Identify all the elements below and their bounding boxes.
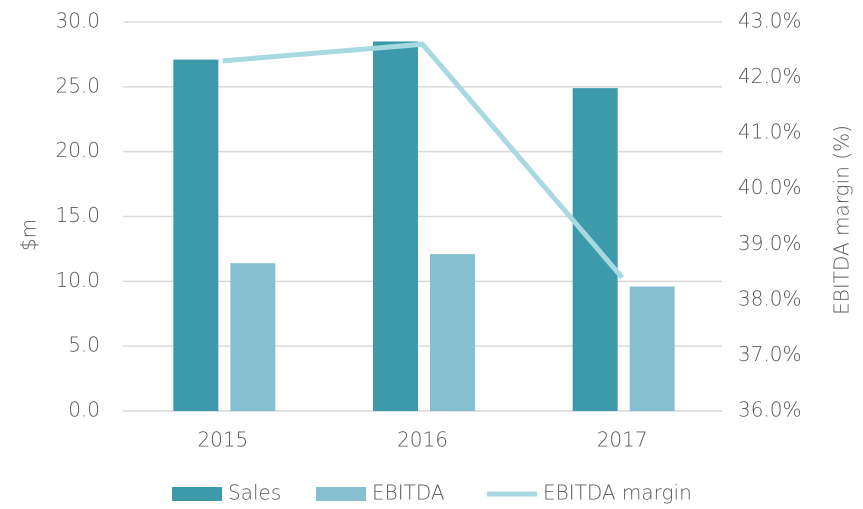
y-tick-label: 15.0 xyxy=(55,203,100,227)
y2-tick-label: 37.0% xyxy=(738,342,802,366)
y-tick-label: 10.0 xyxy=(55,268,100,292)
y2-axis-title: EBITDA margin (%) xyxy=(830,125,854,315)
y-tick-label: 25.0 xyxy=(55,73,100,97)
y2-tick-label: 43.0% xyxy=(738,9,802,33)
y-tick-label: 5.0 xyxy=(68,333,100,357)
x-tick-label: 2015 xyxy=(197,428,248,452)
legend-label: EBITDA margin xyxy=(543,481,692,505)
bar xyxy=(629,286,675,411)
bar xyxy=(173,59,219,411)
y2-tick-label: 40.0% xyxy=(738,175,802,199)
legend-swatch xyxy=(316,487,366,501)
y2-tick-label: 38.0% xyxy=(738,286,802,310)
y-tick-label: 0.0 xyxy=(68,398,100,422)
y2-tick-label: 42.0% xyxy=(738,64,802,88)
y-axis-title: $m xyxy=(17,219,41,251)
x-tick-label: 2017 xyxy=(597,428,648,452)
y2-tick-label: 36.0% xyxy=(738,398,802,422)
x-tick-label: 2016 xyxy=(397,428,448,452)
bar xyxy=(430,254,475,411)
y-tick-label: 30.0 xyxy=(55,9,100,33)
legend-label: Sales xyxy=(228,481,281,505)
legend-label: EBITDA xyxy=(372,481,445,505)
y2-tick-label: 39.0% xyxy=(738,231,802,255)
y2-tick-label: 41.0% xyxy=(738,120,802,144)
y-tick-label: 20.0 xyxy=(55,138,100,162)
bar xyxy=(373,41,418,411)
legend-swatch xyxy=(172,487,222,501)
line-series xyxy=(222,41,625,280)
bar xyxy=(230,263,276,411)
